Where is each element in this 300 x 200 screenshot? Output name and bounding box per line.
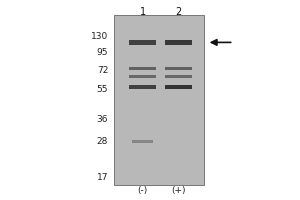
Bar <box>114 15 204 185</box>
Text: (-): (-) <box>137 186 148 195</box>
Bar <box>129 75 156 78</box>
Text: (+): (+) <box>171 186 186 195</box>
Bar <box>165 85 192 89</box>
Text: 95: 95 <box>97 48 108 57</box>
Bar <box>129 40 156 45</box>
Text: 55: 55 <box>97 85 108 94</box>
Bar <box>165 40 192 45</box>
Text: 130: 130 <box>91 32 108 41</box>
Bar <box>165 75 192 78</box>
Text: 28: 28 <box>97 137 108 146</box>
Text: 1: 1 <box>140 7 146 17</box>
Bar <box>129 67 156 70</box>
Text: 36: 36 <box>97 115 108 124</box>
Text: 2: 2 <box>175 7 182 17</box>
Text: 72: 72 <box>97 66 108 75</box>
Bar <box>165 67 192 70</box>
Text: 17: 17 <box>97 173 108 182</box>
Bar <box>132 140 153 143</box>
Bar <box>129 85 156 89</box>
